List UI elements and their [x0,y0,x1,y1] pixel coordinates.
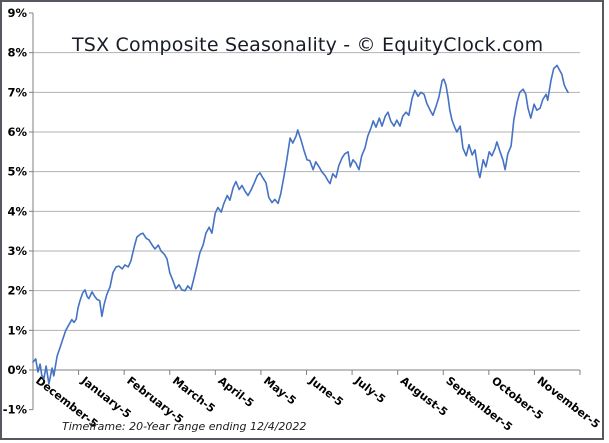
seasonality-series-line [32,64,569,385]
y-tick-label: 2% [7,284,27,298]
y-tick-label: 3% [7,244,27,258]
y-tick-label: 4% [7,204,27,218]
y-tick-label: 7% [7,85,27,99]
x-tick-label: May-5 [261,374,298,407]
timeframe-note: Timeframe: 20-Year range ending 12/4/202… [62,420,307,433]
y-tick-label: 5% [7,165,27,179]
x-tick-label: July-5 [351,374,387,406]
x-tick-label: November-5 [535,374,603,431]
y-tick-label: -1% [3,403,28,417]
x-tick-label: August-5 [398,374,450,419]
x-tick-label: April-5 [215,374,256,410]
y-tick-label: 8% [7,46,27,60]
y-tick-label: 6% [7,125,27,139]
y-tick-label: 9% [7,6,27,20]
y-tick-label: 1% [7,323,27,337]
y-tick-label: 0% [7,363,27,377]
chart-title: TSX Composite Seasonality - © EquityCloc… [72,34,544,56]
x-tick-label: June-5 [306,374,346,409]
